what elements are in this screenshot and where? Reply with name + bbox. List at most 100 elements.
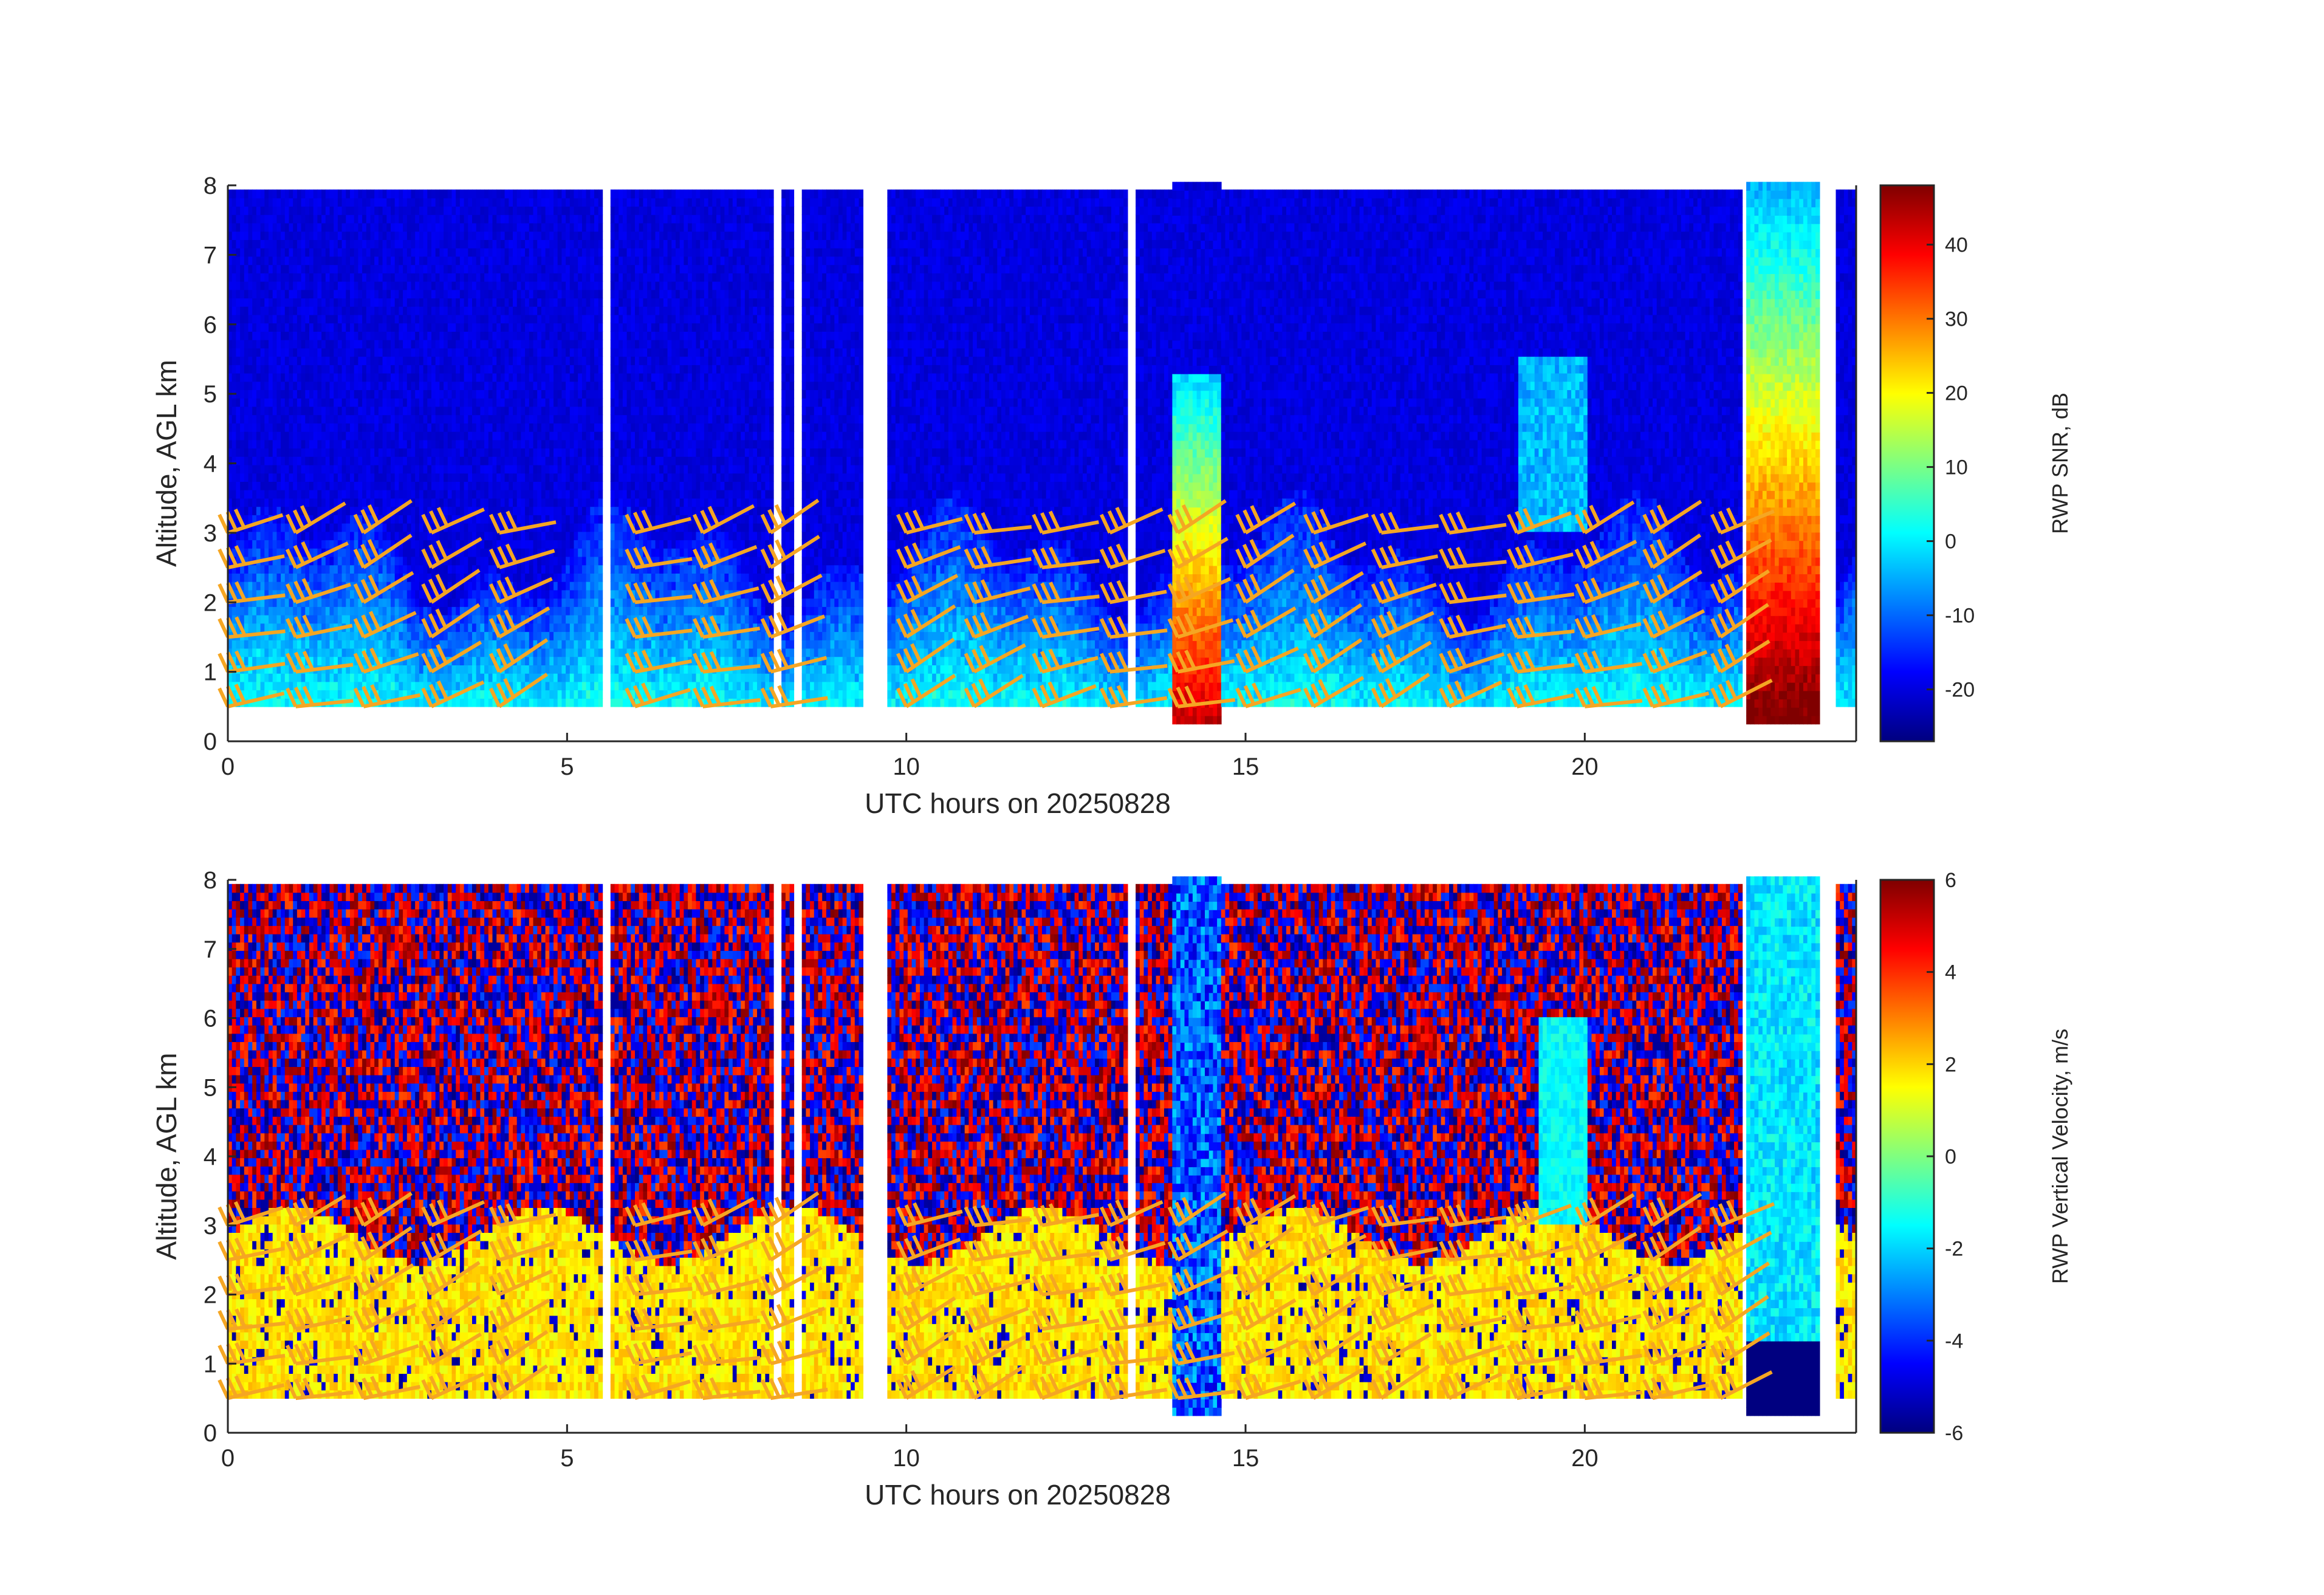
heatmap-cell: [386, 381, 391, 390]
heatmap-cell: [350, 498, 355, 507]
heatmap-cell: [444, 439, 448, 449]
heatmap-cell: [378, 406, 383, 416]
heatmap-cell: [427, 348, 432, 357]
heatmap-cell: [264, 531, 269, 541]
heatmap-cell: [264, 606, 269, 616]
heatmap-cell: [252, 414, 257, 424]
heatmap-cell: [423, 406, 428, 416]
heatmap-cell: [411, 298, 416, 307]
heatmap-cell: [431, 573, 436, 582]
heatmap-cell: [500, 640, 506, 649]
heatmap-cell: [248, 623, 253, 633]
heatmap-cell: [378, 365, 383, 374]
heatmap-cell: [423, 206, 428, 215]
heatmap-cell: [313, 273, 318, 282]
heatmap-cell: [399, 673, 403, 682]
heatmap-cell: [480, 264, 485, 273]
heatmap-cell: [447, 665, 453, 674]
heatmap-cell: [321, 606, 326, 616]
heatmap-cell: [464, 239, 469, 249]
heatmap-cell: [394, 490, 400, 499]
heatmap-cell: [289, 540, 293, 549]
heatmap-cell: [317, 381, 322, 390]
heatmap-cell: [435, 406, 440, 416]
heatmap-cell: [439, 239, 444, 249]
heatmap-cell: [513, 414, 518, 424]
heatmap-cell: [370, 598, 375, 607]
heatmap-cell: [419, 331, 424, 340]
heatmap-cell: [423, 490, 428, 499]
heatmap-cell: [260, 398, 266, 407]
heatmap-cell: [276, 448, 281, 457]
heatmap-cell: [468, 681, 473, 691]
heatmap-cell: [374, 464, 379, 474]
heatmap-cell: [256, 281, 261, 290]
heatmap-cell: [399, 298, 403, 307]
heatmap-cell: [459, 548, 465, 557]
heatmap-cell: [305, 698, 310, 707]
heatmap-cell: [533, 439, 538, 449]
heatmap-cell: [435, 189, 440, 199]
heatmap-cell: [252, 264, 257, 273]
heatmap-cell: [313, 631, 318, 640]
heatmap-cell: [256, 406, 261, 416]
heatmap-cell: [488, 314, 493, 324]
heatmap-cell: [468, 614, 473, 624]
heatmap-cell: [264, 239, 269, 249]
heatmap-cell: [248, 464, 253, 474]
heatmap-cell: [459, 414, 465, 424]
heatmap-cell: [301, 431, 306, 441]
heatmap-cell: [276, 389, 281, 399]
heatmap-cell: [317, 365, 322, 374]
heatmap-cell: [325, 614, 331, 624]
heatmap-cell: [484, 365, 489, 374]
heatmap-cell: [545, 690, 550, 699]
heatmap-cell: [451, 206, 456, 215]
heatmap-cell: [423, 448, 428, 457]
heatmap-cell: [394, 414, 400, 424]
heatmap-cell: [321, 573, 326, 582]
heatmap-cell: [378, 564, 383, 574]
heatmap-cell: [496, 348, 501, 357]
heatmap-cell: [488, 506, 493, 515]
heatmap-cell: [269, 231, 273, 240]
heatmap-cell: [533, 289, 538, 299]
heatmap-cell: [284, 490, 290, 499]
heatmap-cell: [500, 448, 506, 457]
heatmap-cell: [411, 314, 416, 324]
heatmap-cell: [244, 614, 249, 624]
heatmap-cell: [272, 314, 278, 324]
heatmap-cell: [427, 439, 432, 449]
heatmap-cell: [394, 214, 400, 224]
heatmap-cell: [468, 323, 473, 332]
heatmap-cell: [276, 314, 281, 324]
heatmap-cell: [313, 289, 318, 299]
heatmap-cell: [289, 631, 293, 640]
heatmap-cell: [459, 339, 465, 349]
heatmap-cell: [374, 206, 379, 215]
heatmap-cell: [415, 406, 420, 416]
heatmap-cell: [260, 214, 266, 224]
heatmap-cell: [525, 690, 530, 699]
heatmap-cell: [399, 648, 403, 657]
heatmap-cell: [329, 690, 334, 699]
heatmap-cell: [447, 356, 453, 365]
heatmap-cell: [423, 414, 428, 424]
heatmap-cell: [444, 581, 448, 591]
heatmap-cell: [374, 564, 379, 574]
heatmap-cell: [281, 247, 286, 257]
heatmap-cell: [431, 448, 436, 457]
heatmap-cell: [374, 197, 379, 207]
heatmap-cell: [513, 564, 518, 574]
heatmap-cell: [346, 381, 351, 390]
heatmap-cell: [346, 573, 351, 582]
heatmap-cell: [549, 490, 554, 499]
heatmap-cell: [281, 681, 286, 691]
heatmap-cell: [334, 673, 338, 682]
heatmap-cell: [337, 464, 343, 474]
heatmap-cell: [509, 264, 513, 273]
heatmap-cell: [464, 589, 469, 599]
heatmap-cell: [325, 598, 331, 607]
heatmap-cell: [362, 306, 367, 315]
